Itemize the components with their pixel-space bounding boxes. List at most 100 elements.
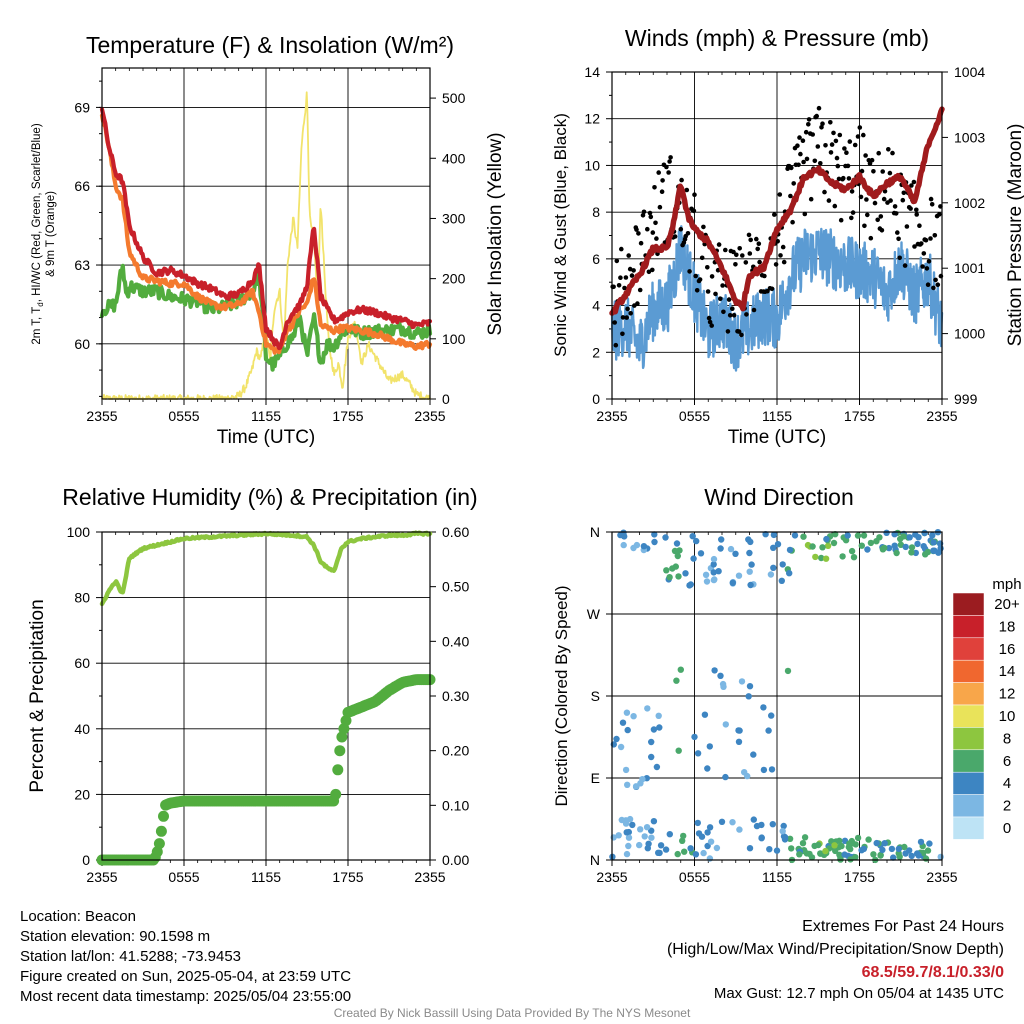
direction-point xyxy=(694,819,701,827)
gust-point xyxy=(772,212,777,217)
gust-point xyxy=(757,259,762,265)
gust-point xyxy=(832,203,838,209)
legend-swatch xyxy=(952,771,985,795)
direction-point xyxy=(836,837,843,844)
gust-point xyxy=(650,267,655,273)
direction-point xyxy=(774,541,782,548)
gust-point xyxy=(653,220,658,226)
gust-point xyxy=(650,230,656,235)
gust-point xyxy=(625,306,630,312)
direction-point xyxy=(648,753,655,761)
legend-swatch xyxy=(952,816,985,840)
humidity-precipitation-panel: 2355 0555 1155 1755 2355 Relative Humidity (%… xyxy=(27,484,478,885)
gust-point xyxy=(859,168,865,174)
direction-point xyxy=(718,536,725,543)
gust-point xyxy=(622,285,627,291)
gust-point xyxy=(744,312,749,317)
gust-point xyxy=(801,159,806,165)
precip-axis-tick-label: 0.40 xyxy=(442,633,469,649)
direction-point xyxy=(860,845,868,853)
direction-point xyxy=(778,577,785,584)
gust-point xyxy=(815,144,821,149)
direction-point xyxy=(922,855,930,862)
plot-frame xyxy=(611,531,943,861)
gust-point xyxy=(635,301,640,306)
gust-point xyxy=(751,307,757,313)
gust-point xyxy=(636,231,641,236)
gust-point xyxy=(754,236,759,242)
pressure-axis-tick-label: 1000 xyxy=(954,326,985,342)
extremes-values: 68.5/59.7/8.1/0.33/0 xyxy=(861,964,1004,981)
gust-point xyxy=(886,147,891,152)
direction-point xyxy=(692,851,700,858)
gust-point xyxy=(652,185,657,190)
gust-point xyxy=(656,170,661,175)
gust-point xyxy=(755,246,760,252)
legend-swatch xyxy=(952,682,985,706)
pressure-y-axis-label: Station Pressure (Maroon) xyxy=(1005,124,1024,347)
gust-point xyxy=(773,262,779,267)
gust-point xyxy=(730,306,735,312)
gust-point xyxy=(893,211,899,216)
direction-point xyxy=(630,713,637,720)
station-location: Location: Beacon xyxy=(20,908,136,925)
direction-point xyxy=(674,850,681,858)
direction-point xyxy=(706,824,714,831)
direction-point xyxy=(619,719,627,726)
legend-label: 0 xyxy=(1003,820,1011,837)
direction-point xyxy=(881,840,888,847)
gust-point xyxy=(740,253,745,258)
direction-point xyxy=(624,726,631,734)
direction-point xyxy=(850,554,858,561)
gust-point xyxy=(660,178,665,183)
gust-point xyxy=(863,153,868,158)
x-tick-label: 2355 xyxy=(414,408,445,424)
direction-point xyxy=(879,846,886,854)
gust-point xyxy=(800,138,806,143)
insolation-axis-tick-label: 200 xyxy=(442,271,466,287)
direction-point xyxy=(694,750,702,757)
direction-point xyxy=(902,543,909,551)
gust-point xyxy=(628,311,633,316)
plot-frame xyxy=(101,67,431,400)
gust-point xyxy=(659,189,665,194)
direction-point xyxy=(760,704,767,711)
direction-point xyxy=(846,840,853,847)
percent-axis-tick-label: 40 xyxy=(74,721,90,737)
direction-point xyxy=(924,548,932,556)
gust-point xyxy=(828,150,834,155)
precip-point xyxy=(155,825,167,837)
gust-point xyxy=(641,209,647,215)
x-tick-label: 2355 xyxy=(414,869,445,885)
gust-point xyxy=(923,237,929,243)
gust-point xyxy=(769,286,775,292)
x-tick-label: 1155 xyxy=(762,869,792,885)
direction-point xyxy=(800,533,807,540)
direction-point xyxy=(710,555,718,563)
percent-axis-tick-label: 100 xyxy=(67,524,91,540)
direction-point xyxy=(822,847,829,855)
gust-point xyxy=(904,224,910,229)
gust-point xyxy=(709,323,714,328)
gust-point xyxy=(697,277,703,282)
gust-point xyxy=(880,169,885,174)
direction-point xyxy=(748,561,755,568)
gust-point xyxy=(685,231,691,236)
gust-point xyxy=(888,198,893,203)
gust-point xyxy=(802,211,808,217)
gust-point xyxy=(739,332,744,338)
gust-point xyxy=(803,129,809,135)
x-tick-label: 1755 xyxy=(332,408,363,424)
gust-point xyxy=(829,142,835,147)
gust-point xyxy=(822,189,827,195)
panel-title: Temperature (F) & Insolation (W/m²) xyxy=(86,32,454,58)
gust-point xyxy=(861,132,866,138)
gust-point xyxy=(900,197,906,203)
legend-label: 2 xyxy=(1003,798,1011,815)
direction-point xyxy=(930,547,937,554)
direction-point xyxy=(662,846,670,853)
direction-point xyxy=(655,712,662,719)
direction-point xyxy=(885,544,893,552)
gust-point xyxy=(646,269,652,275)
gust-point xyxy=(624,315,629,320)
